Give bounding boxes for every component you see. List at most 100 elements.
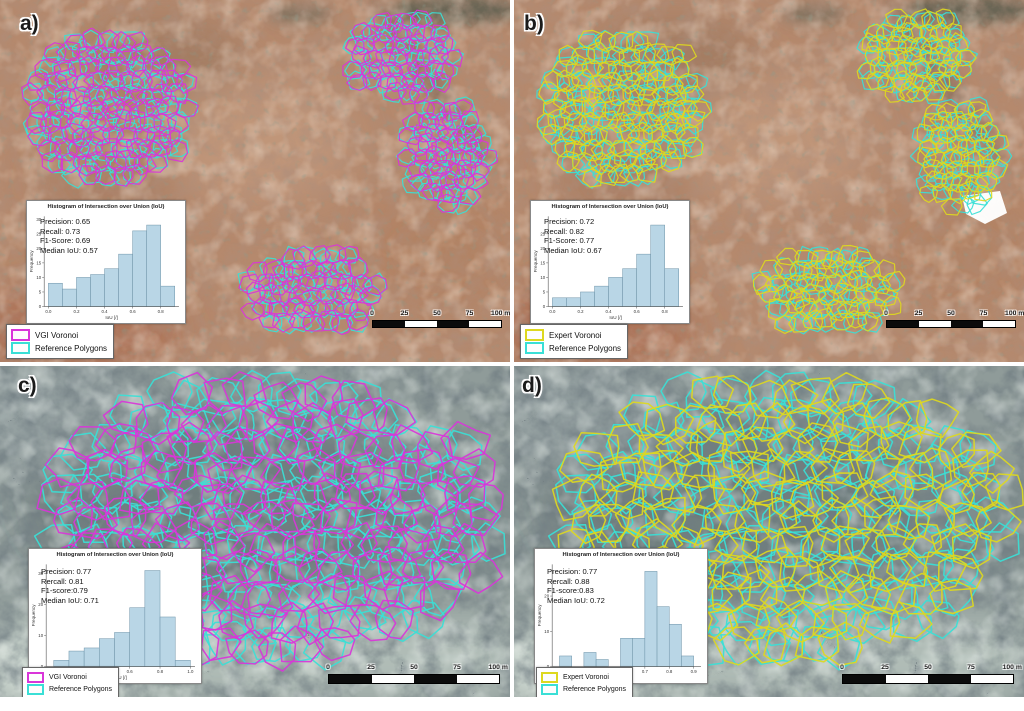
scale-bar: 0 25 50 75 100 m: [840, 664, 1022, 684]
svg-text:0.8: 0.8: [157, 669, 164, 674]
scale-bar-segments: [372, 320, 502, 328]
svg-text:0.6: 0.6: [634, 309, 641, 314]
svg-text:0.2: 0.2: [73, 309, 80, 314]
scale-bar: 0 25 50 75 100 m: [884, 310, 1024, 328]
svg-text:0.8: 0.8: [158, 309, 165, 314]
legend-item: Reference Polygons: [27, 684, 112, 695]
panel-b: b) Histogram of Intersection over Union …: [514, 0, 1024, 362]
svg-text:15: 15: [540, 260, 545, 265]
svg-text:0.0: 0.0: [45, 309, 52, 314]
legend-label: Expert Voronoi: [549, 330, 602, 340]
svg-text:IoU [/]: IoU [/]: [105, 315, 117, 320]
aerial-imagery-brown: [514, 0, 1024, 362]
scale-bar-segments: [842, 674, 1014, 684]
scale-bar: 0 25 50 75 100 m: [326, 664, 508, 684]
reference-polygons-swatch: [525, 342, 544, 354]
legend-label: Expert Voronoi: [563, 674, 609, 681]
svg-text:Frequency: Frequency: [537, 604, 542, 627]
reference-polygons-swatch: [27, 684, 44, 695]
scale-bar-segments: [886, 320, 1016, 328]
svg-text:Frequency: Frequency: [533, 250, 538, 273]
svg-text:5: 5: [543, 289, 546, 294]
svg-text:20: 20: [36, 246, 41, 251]
svg-text:0.7: 0.7: [642, 669, 649, 674]
svg-text:15: 15: [36, 260, 41, 265]
svg-text:Frequency: Frequency: [31, 604, 36, 627]
reference-polygons-swatch: [541, 684, 558, 695]
legend-label: Reference Polygons: [549, 343, 622, 353]
scale-bar-labels: 0 25 50 75 100 m: [326, 664, 508, 671]
svg-text:20: 20: [38, 602, 43, 607]
histogram-title: Histogram of Intersection over Union (Io…: [47, 204, 165, 210]
svg-text:0.0: 0.0: [549, 309, 556, 314]
histogram-inset: Histogram of Intersection over Union (Io…: [28, 548, 202, 684]
histogram-chart: 0.40.50.60.70.80.901020IoU [/]Frequency: [537, 561, 705, 681]
svg-text:20: 20: [540, 246, 545, 251]
svg-text:20: 20: [544, 594, 549, 599]
nodata-white-patch: [962, 191, 1007, 224]
svg-text:10: 10: [38, 633, 43, 638]
legend-label: VGI Voronoi: [49, 674, 87, 681]
scale-bar-labels: 0 25 50 75 100 m: [840, 664, 1022, 671]
svg-text:30: 30: [36, 217, 41, 222]
svg-text:25: 25: [540, 231, 545, 236]
expert-voronoi-swatch: [525, 329, 544, 341]
svg-text:10: 10: [540, 275, 545, 280]
legend-item: Reference Polygons: [11, 342, 107, 354]
legend-item: VGI Voronoi: [27, 672, 112, 683]
map-legend: VGI Voronoi Reference Polygons: [22, 667, 120, 697]
svg-text:Frequency: Frequency: [29, 250, 34, 273]
legend-label: Reference Polygons: [35, 343, 108, 353]
histogram-title: Histogram of Intersection over Union (Io…: [562, 552, 680, 558]
svg-text:0.4: 0.4: [606, 309, 613, 314]
legend-label: Reference Polygons: [563, 686, 627, 693]
svg-text:1.0: 1.0: [187, 669, 194, 674]
panel-d: d) Histogram of Intersection over Union …: [514, 366, 1024, 697]
map-legend: Expert Voronoi Reference Polygons: [536, 667, 634, 697]
panel-a: a) Histogram of Intersection over Union …: [0, 0, 510, 362]
vgi-voronoi-swatch: [27, 672, 44, 683]
histogram-title: Histogram of Intersection over Union (Io…: [56, 552, 174, 558]
svg-text:0.2: 0.2: [577, 309, 584, 314]
svg-text:0.8: 0.8: [662, 309, 669, 314]
vgi-voronoi-swatch: [11, 329, 30, 341]
histogram-inset: Histogram of Intersection over Union (Io…: [26, 200, 186, 324]
legend-label: Reference Polygons: [49, 686, 113, 693]
map-legend: Expert Voronoi Reference Polygons: [520, 324, 629, 359]
histogram-inset: Histogram of Intersection over Union (Io…: [534, 548, 708, 684]
legend-label: VGI Voronoi: [35, 330, 79, 340]
svg-text:0: 0: [543, 304, 546, 309]
panel-label: b): [524, 12, 544, 35]
reference-polygons-swatch: [11, 342, 30, 354]
svg-text:0.8: 0.8: [666, 669, 673, 674]
expert-voronoi-swatch: [541, 672, 558, 683]
polygon-overlay: [536, 8, 1013, 335]
svg-text:5: 5: [39, 289, 42, 294]
svg-text:0.6: 0.6: [130, 309, 137, 314]
svg-text:0: 0: [39, 304, 42, 309]
svg-text:25: 25: [36, 231, 41, 236]
histogram-chart: 0.0 0.2 0.4 0.6 0.8 0 5 10 15 20 25 IoU [/] Frequenc…: [533, 213, 687, 321]
scale-bar: 0 25 50 75 100 m: [370, 310, 510, 328]
legend-item: Reference Polygons: [541, 684, 626, 695]
legend-item: Expert Voronoi: [541, 672, 626, 683]
svg-text:0.9: 0.9: [691, 669, 698, 674]
histogram-title: Histogram of Intersection over Union (Io…: [551, 204, 669, 210]
panel-label: d): [522, 374, 542, 397]
polygon-overlay: [21, 9, 499, 336]
svg-text:IoU [/]: IoU [/]: [114, 675, 126, 680]
svg-text:0: 0: [547, 664, 550, 669]
scale-bar-labels: 0 25 50 75 100 m: [884, 310, 1024, 317]
panel-label: c): [18, 374, 37, 397]
legend-item: Reference Polygons: [525, 342, 621, 354]
svg-text:0: 0: [41, 664, 44, 669]
svg-text:IoU [/]: IoU [/]: [609, 315, 621, 320]
scale-bar-labels: 0 25 50 75 100 m: [370, 310, 510, 317]
histogram-inset: Histogram of Intersection over Union (Io…: [530, 200, 690, 324]
histogram-chart: 0.20.40.60.81.00102030IoU [/]Frequency: [31, 561, 199, 681]
legend-item: VGI Voronoi: [11, 329, 107, 341]
svg-text:0.6: 0.6: [127, 669, 134, 674]
svg-text:10: 10: [544, 629, 549, 634]
scale-bar-segments: [328, 674, 500, 684]
